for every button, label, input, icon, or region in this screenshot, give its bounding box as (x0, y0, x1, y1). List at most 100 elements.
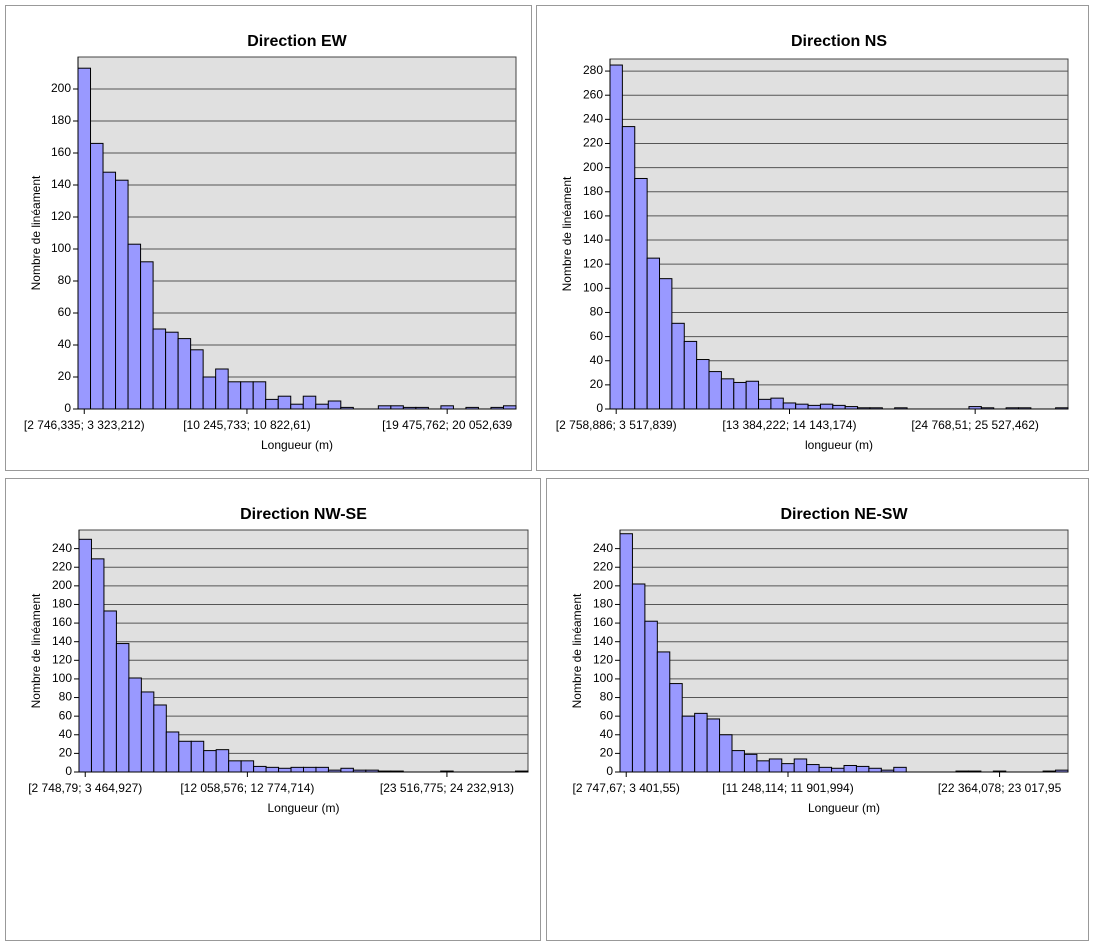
bar (278, 767, 292, 773)
chart-panel: Direction NS 0 20 40 60 80 100 120 140 160 180 200 2… (536, 5, 1089, 471)
bar (733, 381, 747, 410)
y-axis-label: Nombre de linéament (560, 176, 574, 291)
y-tick-label: 60 (590, 329, 604, 343)
bar (621, 126, 636, 410)
bar (290, 403, 304, 410)
bar (818, 766, 833, 773)
x-tick-label: [12 058,576; 12 774,714) (180, 781, 314, 795)
bar (240, 760, 255, 773)
bar (706, 718, 721, 773)
bar (743, 753, 758, 773)
x-tick-label: [11 248,114; 11 901,994) (722, 781, 853, 795)
x-tick-label: [2 746,335; 3 323,212) (24, 418, 145, 432)
x-axis-label: Longueur (m) (267, 801, 339, 815)
bar (720, 378, 735, 410)
y-tick-label: 280 (583, 63, 603, 77)
bar (190, 349, 204, 410)
bar (302, 395, 317, 410)
bar (215, 749, 230, 773)
chart-panel: Direction NW-SE 0 20 40 60 80 100 120 140 160 180 2… (5, 478, 541, 941)
y-tick-label: 40 (59, 727, 73, 741)
bar (806, 764, 820, 773)
y-tick-label: 260 (583, 87, 603, 101)
bar (893, 766, 907, 773)
bar (128, 677, 142, 773)
bar (202, 376, 217, 410)
y-tick-label: 60 (59, 708, 73, 722)
bar (290, 766, 304, 773)
bar (631, 583, 646, 773)
y-tick-label: 80 (59, 690, 73, 704)
x-axis-label: Longueur (m) (808, 801, 880, 815)
x-tick-label: [2 748,79; 3 464,927) (28, 781, 142, 795)
bar (745, 380, 760, 410)
x-tick-label: [10 245,733; 10 822,61) (183, 418, 310, 432)
bar (671, 322, 685, 410)
y-tick-label: 100 (51, 241, 71, 255)
bar (215, 368, 229, 410)
x-tick-label: [2 758,886; 3 517,839) (556, 418, 677, 432)
bar (819, 403, 834, 410)
bar (178, 740, 192, 773)
chart-panel: Direction NE-SW 0 20 40 60 80 100 120 140 160 180 2… (546, 478, 1089, 941)
y-tick-label: 40 (600, 727, 614, 741)
y-axis-label: Nombre de linéament (29, 175, 43, 290)
bar (165, 331, 179, 410)
bar (807, 404, 821, 410)
bar (77, 67, 92, 410)
y-tick-label: 60 (600, 708, 614, 722)
bar (659, 278, 673, 410)
y-tick-label: 0 (606, 764, 613, 778)
bar (127, 243, 142, 410)
bar (619, 533, 633, 773)
bar (78, 538, 92, 773)
y-tick-label: 240 (52, 541, 72, 555)
bar (265, 766, 280, 773)
bar (756, 760, 770, 773)
bar (340, 767, 354, 773)
bar (153, 704, 167, 773)
bar (252, 381, 267, 410)
bar (646, 257, 661, 410)
bar (253, 765, 267, 773)
bar (793, 758, 808, 773)
bar (694, 712, 708, 773)
y-tick-label: 220 (593, 559, 613, 573)
x-tick-label: [23 516,775; 24 232,913) (380, 781, 514, 795)
y-tick-label: 120 (51, 209, 71, 223)
y-tick-label: 80 (58, 273, 72, 287)
y-tick-label: 160 (51, 145, 71, 159)
x-tick-label: [19 475,762; 20 052,639 (382, 418, 512, 432)
y-tick-label: 200 (593, 578, 613, 592)
bar (719, 734, 733, 773)
bar (152, 328, 167, 410)
y-tick-label: 180 (51, 113, 71, 127)
bar (843, 764, 857, 773)
bar (115, 179, 129, 410)
x-axis-label: longueur (m) (805, 438, 873, 452)
y-tick-label: 180 (593, 597, 613, 611)
y-tick-label: 200 (51, 81, 71, 95)
bar (782, 402, 797, 410)
x-tick-label: [24 768,51; 25 527,462) (911, 418, 1038, 432)
bar (327, 400, 342, 410)
bar (656, 651, 671, 773)
y-tick-label: 200 (52, 578, 72, 592)
y-tick-label: 80 (590, 305, 604, 319)
y-tick-label: 40 (590, 353, 604, 367)
y-tick-label: 100 (583, 280, 603, 294)
y-tick-label: 240 (593, 541, 613, 555)
y-tick-label: 0 (65, 764, 72, 778)
bar (795, 403, 809, 410)
y-tick-label: 140 (52, 634, 72, 648)
bar (683, 340, 698, 410)
bar (868, 767, 882, 773)
y-tick-label: 120 (52, 652, 72, 666)
y-tick-label: 160 (52, 615, 72, 629)
chart-title: Direction NW-SE (240, 506, 367, 523)
y-tick-label: 180 (583, 184, 603, 198)
bar (831, 767, 845, 773)
y-tick-label: 160 (583, 208, 603, 222)
bar (277, 395, 292, 410)
